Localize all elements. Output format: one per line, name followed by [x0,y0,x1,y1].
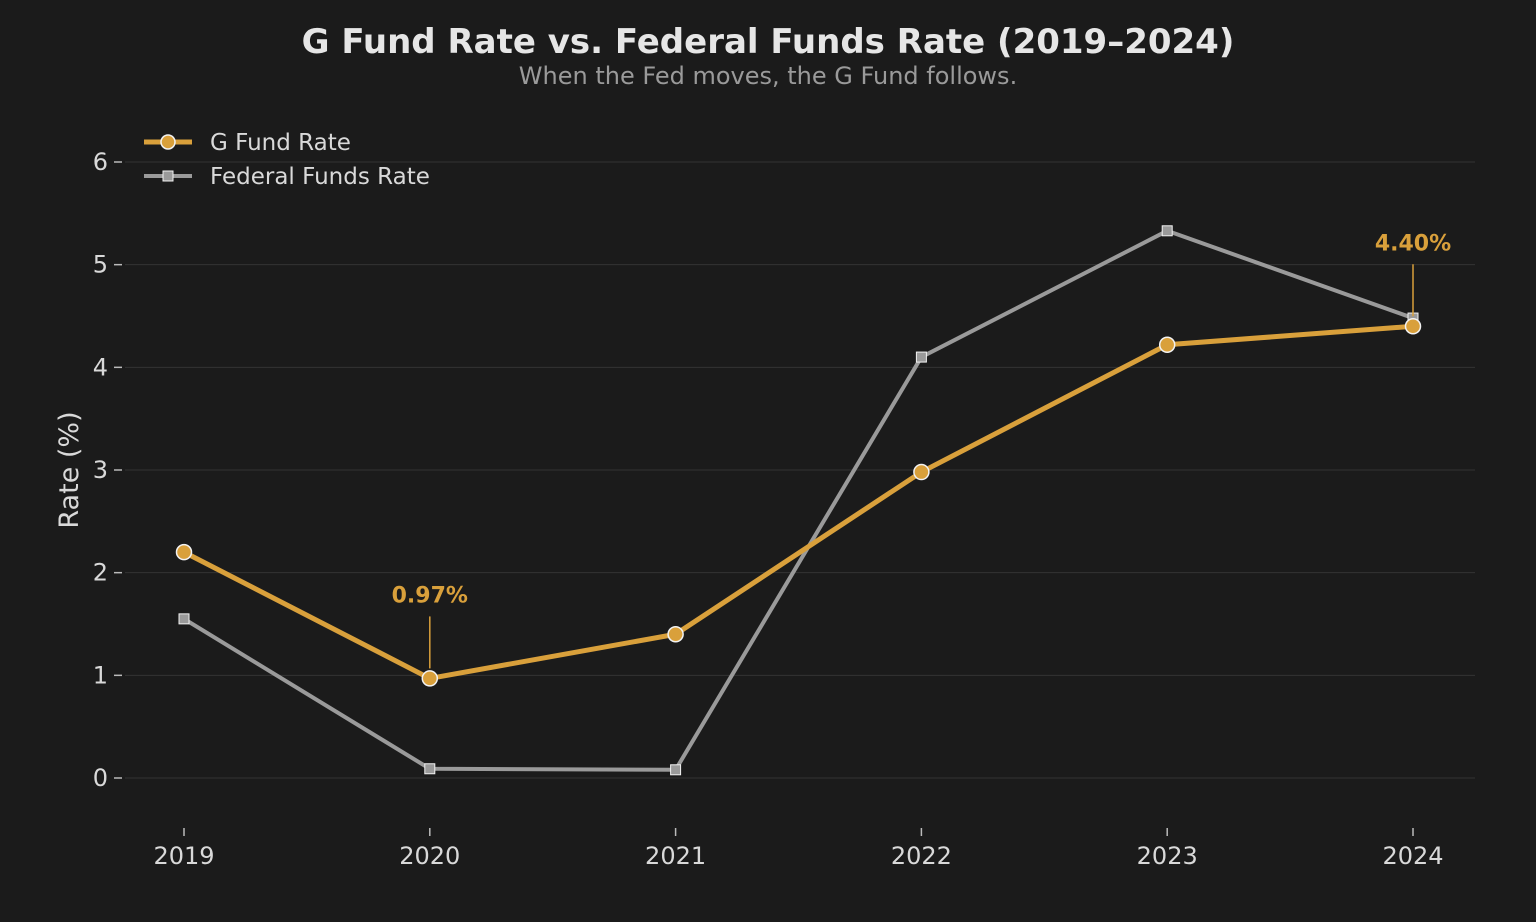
series-g-fund [175,318,1422,687]
data-point [1161,225,1173,237]
data-point [667,626,684,643]
y-tick-label: 6 [93,148,108,176]
chart-subtitle: When the Fed moves, the G Fund follows. [519,62,1017,90]
data-point [915,351,927,363]
data-point [670,764,682,776]
x-axis: 2019 2020 2021 2022 2023 2024 [153,828,1444,870]
data-label: 4.40% [1375,231,1451,256]
x-tick-label: 2024 [1382,842,1443,870]
series-line [182,228,1415,772]
series-line [181,323,1416,681]
data-point [1404,318,1422,335]
y-axis-label: Rate (%) [54,411,85,528]
x-tick-label: 2020 [399,842,460,870]
x-tick-label: 2023 [1137,842,1198,870]
data-point [421,670,439,687]
x-tick-label: 2019 [153,842,214,870]
data-point [175,543,193,561]
data-point [913,463,930,481]
legend-label: Federal Funds Rate [210,164,430,190]
annotations: 0.97% 4.40% [392,231,1451,669]
data-label: 0.97% [392,583,468,608]
y-tick-label: 1 [93,661,108,689]
chart-title: G Fund Rate vs. Federal Funds Rate (2019… [302,22,1235,62]
y-tick-label: 2 [93,559,108,587]
y-tick-label: 3 [93,456,108,484]
legend-label: G Fund Rate [210,130,351,156]
x-tick-label: 2021 [645,842,706,870]
legend: G Fund Rate Federal Funds Rate [144,130,430,190]
legend-entry: Federal Funds Rate [144,164,430,190]
data-point [1158,336,1176,353]
y-tick-label: 4 [93,353,108,381]
legend-marker [162,170,174,182]
y-tick-label: 0 [93,764,108,792]
series-federal-funds [178,225,1419,776]
y-tick-label: 5 [93,251,108,279]
grid-lines [125,161,1475,779]
x-tick-label: 2022 [891,842,952,870]
y-axis: 0 1 2 3 4 5 6 [93,148,122,792]
legend-entry: G Fund Rate [144,130,351,156]
data-point [424,763,436,775]
data-point [178,613,190,625]
series-layer [175,225,1422,776]
legend-marker [160,134,176,150]
